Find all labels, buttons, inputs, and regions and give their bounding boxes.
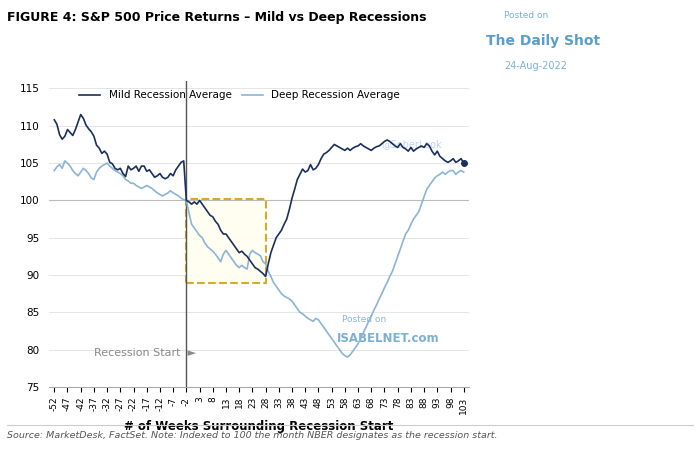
Mild Recession Average xyxy=(76,112,85,117)
Mild Recession Average xyxy=(155,171,164,176)
Deep Recession Average xyxy=(206,246,214,252)
Line: Mild Recession Average: Mild Recession Average xyxy=(55,115,463,277)
Mild Recession Average xyxy=(338,146,346,152)
Mild Recession Average xyxy=(298,166,307,172)
Deep Recession Average xyxy=(222,248,230,253)
Text: Posted on: Posted on xyxy=(504,11,548,20)
Deep Recession Average xyxy=(61,158,69,163)
Line: Deep Recession Average: Deep Recession Average xyxy=(55,161,463,357)
X-axis label: # of Weeks Surrounding Recession Start: # of Weeks Surrounding Recession Start xyxy=(125,419,393,432)
Deep Recession Average xyxy=(335,347,344,352)
Mild Recession Average xyxy=(206,213,214,218)
Text: ISABELNET.com: ISABELNET.com xyxy=(337,332,440,345)
Text: @SoberLook: @SoberLook xyxy=(382,140,442,149)
Deep Recession Average xyxy=(50,168,59,173)
Legend: Mild Recession Average, Deep Recession Average: Mild Recession Average, Deep Recession A… xyxy=(75,86,404,104)
Text: The Daily Shot: The Daily Shot xyxy=(486,34,601,48)
Text: Posted on: Posted on xyxy=(342,315,386,324)
Text: Recession Start  ►: Recession Start ► xyxy=(94,348,196,358)
Text: FIGURE 4: S&P 500 Price Returns – Mild vs Deep Recessions: FIGURE 4: S&P 500 Price Returns – Mild v… xyxy=(7,11,426,24)
Bar xyxy=(186,199,265,283)
Deep Recession Average xyxy=(343,355,351,360)
Text: 24-Aug-2022: 24-Aug-2022 xyxy=(504,61,567,71)
Deep Recession Average xyxy=(295,310,304,315)
Mild Recession Average xyxy=(386,139,394,144)
Deep Recession Average xyxy=(155,192,164,197)
Text: Source: MarketDesk, FactSet. Note: Indexed to 100 the month NBER designates as t: Source: MarketDesk, FactSet. Note: Index… xyxy=(7,431,498,440)
Mild Recession Average xyxy=(261,274,270,279)
Deep Recession Average xyxy=(459,169,468,175)
Mild Recession Average xyxy=(222,231,230,237)
Mild Recession Average xyxy=(50,117,59,122)
Mild Recession Average xyxy=(459,160,468,166)
Deep Recession Average xyxy=(386,274,394,279)
